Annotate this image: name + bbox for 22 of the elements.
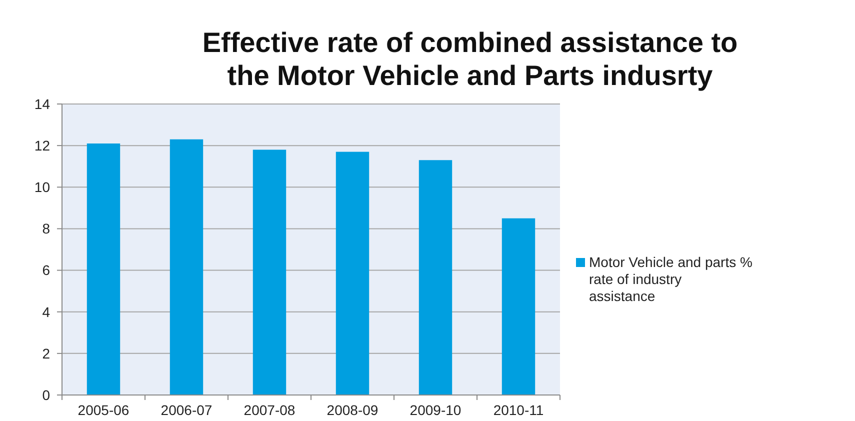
bar <box>86 143 120 395</box>
legend-label: Motor Vehicle and parts % rate of industry assistance <box>589 254 752 304</box>
bar <box>170 139 204 395</box>
y-tick-label: 12 <box>34 137 50 154</box>
bar <box>336 152 370 395</box>
x-tick-label: 2007-08 <box>244 402 296 418</box>
y-tick-label: 14 <box>34 96 50 112</box>
y-tick-label: 0 <box>42 386 50 403</box>
x-tick-label: 2010-11 <box>493 402 544 418</box>
x-tick-label: 2006-07 <box>160 402 212 418</box>
x-tick-label: 2008-09 <box>326 402 378 418</box>
y-tick-label: 2 <box>42 345 50 362</box>
bar <box>502 218 536 395</box>
x-tick-label: 2009-10 <box>410 402 462 418</box>
y-tick-label: 4 <box>42 304 50 320</box>
x-tick-label: 2005-06 <box>78 402 130 418</box>
y-tick-label: 8 <box>42 220 50 237</box>
y-tick-label: 6 <box>42 262 50 278</box>
chart-title: Effective rate of combined assistance to the Motor Vehicle and Parts indusrty <box>202 27 738 91</box>
bar <box>252 150 286 395</box>
bar <box>418 160 452 395</box>
y-tick-label: 10 <box>34 179 50 196</box>
